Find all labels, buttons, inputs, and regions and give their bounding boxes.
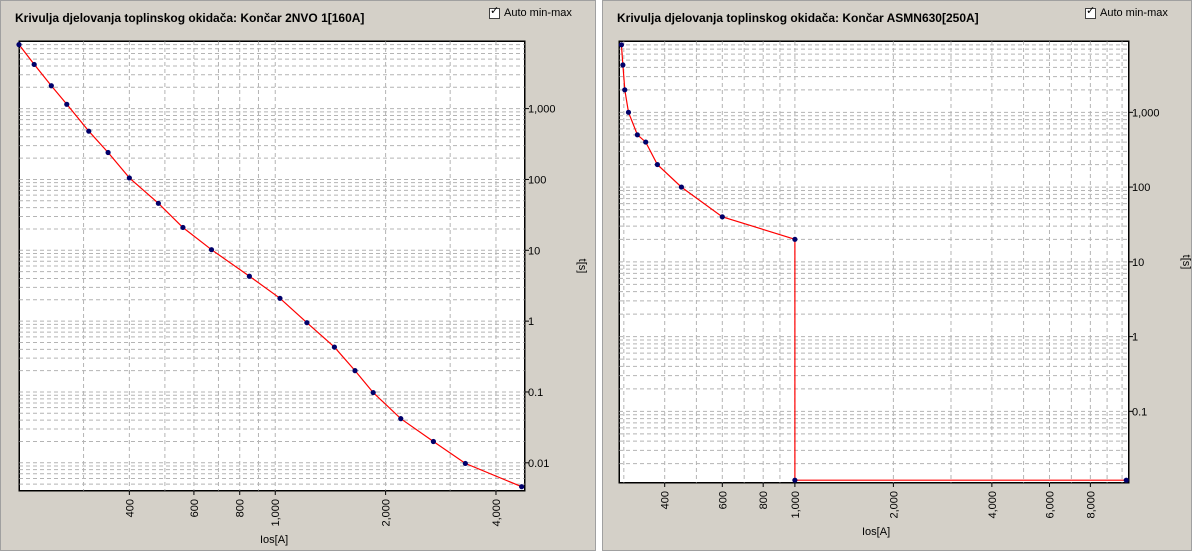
y-tick-label: 100 (1132, 182, 1150, 194)
data-point (622, 87, 628, 93)
series-line (18, 44, 522, 488)
y-tick-label: 10 (528, 245, 540, 257)
data-point (370, 389, 376, 396)
data-point (31, 61, 37, 68)
chart-panel-left: Krivulja djelovanja toplinskog okidača: … (0, 0, 596, 551)
data-point (519, 484, 525, 490)
y-tick-label: 0.1 (1132, 406, 1147, 418)
y-tick-label: 10 (1132, 257, 1144, 269)
data-point (352, 368, 358, 374)
y-tick-label: 1,000 (528, 104, 556, 116)
y-tick-label: 100 (528, 174, 546, 186)
data-point (64, 101, 70, 107)
chart-svg: 400 600 800 1,000 2,000 4,000 0.01 0.1 1 10 100 1,0… (16, 40, 588, 546)
x-axis-title: Ios[A] (862, 526, 890, 538)
data-point (792, 477, 798, 483)
x-tick-label: 2,000 (381, 499, 393, 527)
data-point (208, 247, 215, 253)
data-point (304, 320, 310, 326)
data-point (246, 273, 252, 279)
series-line (620, 44, 1127, 481)
x-tick-label: 2,000 (888, 491, 900, 519)
data-point (634, 132, 640, 138)
data-point (155, 200, 161, 206)
data-point (678, 184, 685, 190)
x-tick-label: 4,000 (987, 491, 999, 519)
y-axis-title: t[s] (576, 259, 588, 274)
checkbox-box[interactable]: ✓ (1085, 4, 1096, 19)
plot-frame (18, 40, 526, 492)
data-point (105, 149, 111, 156)
data-point (719, 214, 725, 220)
x-tick-label: 6,000 (1044, 491, 1056, 519)
data-point (180, 224, 186, 231)
data-point (48, 83, 54, 89)
x-tick-label: 1,000 (270, 499, 282, 527)
y-tick-label: 1,000 (1132, 107, 1160, 119)
data-point (331, 344, 338, 350)
x-axis-title: Ios[A] (260, 534, 288, 546)
x-tick-label: 1,000 (790, 491, 802, 519)
data-point (792, 236, 798, 242)
x-tick-label: 400 (124, 499, 136, 517)
checkbox-box[interactable]: ✓ (489, 4, 500, 19)
data-point (618, 42, 625, 48)
x-tick-label: 4,000 (491, 499, 503, 527)
x-tick-label: 800 (235, 499, 247, 517)
chart-title: Krivulja djelovanja toplinskog okidača: … (15, 11, 365, 25)
checkmark-icon: ✓ (490, 4, 500, 17)
x-tick-label: 400 (660, 491, 672, 509)
chart-title: Krivulja djelovanja toplinskog okidača: … (617, 11, 979, 25)
data-point (462, 460, 468, 467)
y-tick-label: 0.01 (528, 458, 549, 470)
y-tick-label: 0.1 (528, 387, 543, 399)
data-point (643, 139, 649, 145)
chart-svg: 400 600 800 1,000 2,000 4,000 6,000 8,000 0.1 1 10… (618, 40, 1192, 538)
x-tick-label: 600 (717, 491, 729, 509)
x-tick-label: 8,000 (1085, 491, 1097, 519)
auto-minmax-label: Auto min-max (1100, 7, 1168, 19)
checkmark-icon: ✓ (1086, 4, 1096, 17)
data-point (126, 175, 132, 181)
data-point (86, 128, 92, 134)
data-point (620, 62, 626, 68)
data-point (398, 416, 404, 422)
data-point (430, 438, 436, 445)
data-point (277, 295, 283, 301)
chart-panel-right: Krivulja djelovanja toplinskog okidača: … (602, 0, 1192, 551)
auto-minmax-checkbox[interactable]: ✓ Auto min-max (1085, 4, 1168, 19)
x-tick-label: 600 (189, 499, 201, 517)
y-tick-label: 1 (528, 316, 534, 328)
x-tick-label: 800 (758, 491, 770, 509)
auto-minmax-label: Auto min-max (504, 7, 572, 19)
auto-minmax-checkbox[interactable]: ✓ Auto min-max (489, 4, 572, 19)
y-axis-title: t[s] (1180, 255, 1192, 270)
data-point (625, 109, 632, 115)
data-point (654, 161, 661, 168)
data-point (1123, 477, 1129, 483)
y-tick-label: 1 (1132, 332, 1138, 344)
data-point (16, 42, 22, 48)
